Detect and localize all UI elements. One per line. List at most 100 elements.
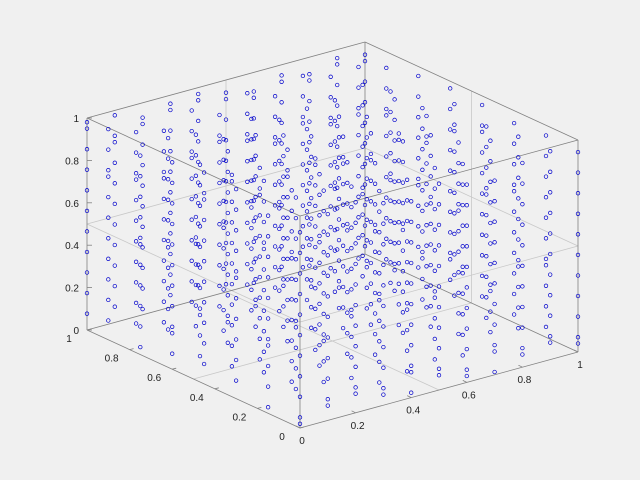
scatter-point xyxy=(511,250,517,256)
scatter-point xyxy=(168,210,173,216)
scatter-point xyxy=(416,135,421,140)
scatter-point xyxy=(340,161,346,166)
scatter-point xyxy=(193,214,199,220)
scatter-point xyxy=(520,345,525,351)
scatter-point xyxy=(325,335,330,340)
scatter-point xyxy=(317,363,322,368)
scatter-point xyxy=(279,73,284,78)
scatter-point xyxy=(520,222,525,227)
scatter-point xyxy=(448,106,453,112)
scatter-point xyxy=(368,260,374,266)
scatter-point xyxy=(304,209,310,214)
scatter-point xyxy=(335,185,340,190)
scatter-point xyxy=(251,280,256,286)
scatter-point xyxy=(161,128,167,133)
box-edge-0 xyxy=(299,351,579,429)
scatter-point xyxy=(229,281,235,287)
scatter-point xyxy=(112,201,117,207)
scatter-point xyxy=(201,190,207,196)
scatter-point xyxy=(381,324,386,329)
scatter-point xyxy=(223,90,229,95)
scatter-point xyxy=(289,338,294,343)
scatter-point xyxy=(217,160,222,165)
scatter-point xyxy=(345,310,350,315)
scatter-point xyxy=(304,106,310,111)
scatter-point xyxy=(307,140,312,145)
scatter-point xyxy=(217,180,222,186)
scatter-point xyxy=(520,202,525,207)
scatter-point xyxy=(272,135,278,140)
scatter-point xyxy=(456,140,461,145)
scatter-point xyxy=(543,153,549,159)
scatter-point xyxy=(325,397,330,402)
scatter-point xyxy=(265,254,271,259)
scatter-point xyxy=(225,293,230,298)
scatter-point xyxy=(416,115,421,120)
scatter-point xyxy=(223,117,229,122)
scatter-point xyxy=(106,174,111,179)
scatter-point xyxy=(460,264,465,269)
box-edge-2 xyxy=(364,253,579,353)
scatter-point xyxy=(161,149,167,154)
scatter-point xyxy=(245,91,250,96)
scatter-point xyxy=(520,284,525,289)
scatter-point xyxy=(196,91,201,97)
scatter-point xyxy=(335,103,340,108)
scatter-point xyxy=(249,178,254,183)
scatter-point xyxy=(409,390,414,395)
scatter-point xyxy=(221,307,226,313)
scatter-point xyxy=(488,329,493,335)
scatter-point xyxy=(428,324,433,329)
scatter-point xyxy=(353,200,358,205)
scatter-point xyxy=(335,55,340,61)
scatter-point xyxy=(356,112,361,117)
scatter-point xyxy=(456,229,461,234)
scatter-point xyxy=(281,304,286,309)
scatter-point xyxy=(575,293,581,299)
scatter-point xyxy=(285,215,290,220)
scatter-point xyxy=(272,203,278,208)
y-tick-label: 0.8 xyxy=(105,354,119,365)
scatter-point xyxy=(452,170,457,175)
scatter-point xyxy=(452,101,457,107)
scatter-point xyxy=(332,186,338,192)
scatter-point xyxy=(362,141,368,146)
scatter-point xyxy=(279,244,284,249)
scatter-point xyxy=(464,244,469,249)
scatter-point xyxy=(328,183,333,189)
scatter-point xyxy=(543,324,549,330)
scatter-point xyxy=(277,288,282,293)
scatter-point xyxy=(325,294,330,299)
scatter-point xyxy=(313,224,318,229)
scatter-point xyxy=(261,287,267,293)
scatter-point xyxy=(400,227,406,233)
scatter-point xyxy=(161,258,167,263)
scatter-point xyxy=(452,231,457,237)
scatter-point xyxy=(364,258,369,264)
scatter-point xyxy=(452,190,457,195)
scatter-point xyxy=(106,297,111,303)
scatter-point xyxy=(249,246,254,251)
scatter-point xyxy=(277,309,282,314)
scatter-point xyxy=(217,263,222,268)
scatter-point xyxy=(265,275,271,280)
scatter-point xyxy=(281,133,286,138)
scatter-point xyxy=(277,158,282,164)
scatter-point xyxy=(297,312,303,317)
scatter-point xyxy=(360,144,365,149)
scatter-point xyxy=(432,357,437,362)
x-tick-mark xyxy=(295,425,301,429)
scatter-point xyxy=(420,105,425,111)
scatter-point xyxy=(353,282,358,287)
scatter-point xyxy=(277,138,282,143)
scatter-point xyxy=(133,171,139,176)
scatter-point xyxy=(217,201,222,206)
scatter-point xyxy=(392,117,397,123)
scatter-point xyxy=(229,302,235,307)
scatter-point xyxy=(328,74,333,79)
scatter-point xyxy=(448,257,453,262)
scatter-point xyxy=(332,207,338,212)
scatter-point xyxy=(516,196,521,201)
x-tick-mark xyxy=(518,364,523,368)
scatter-point xyxy=(488,309,493,314)
